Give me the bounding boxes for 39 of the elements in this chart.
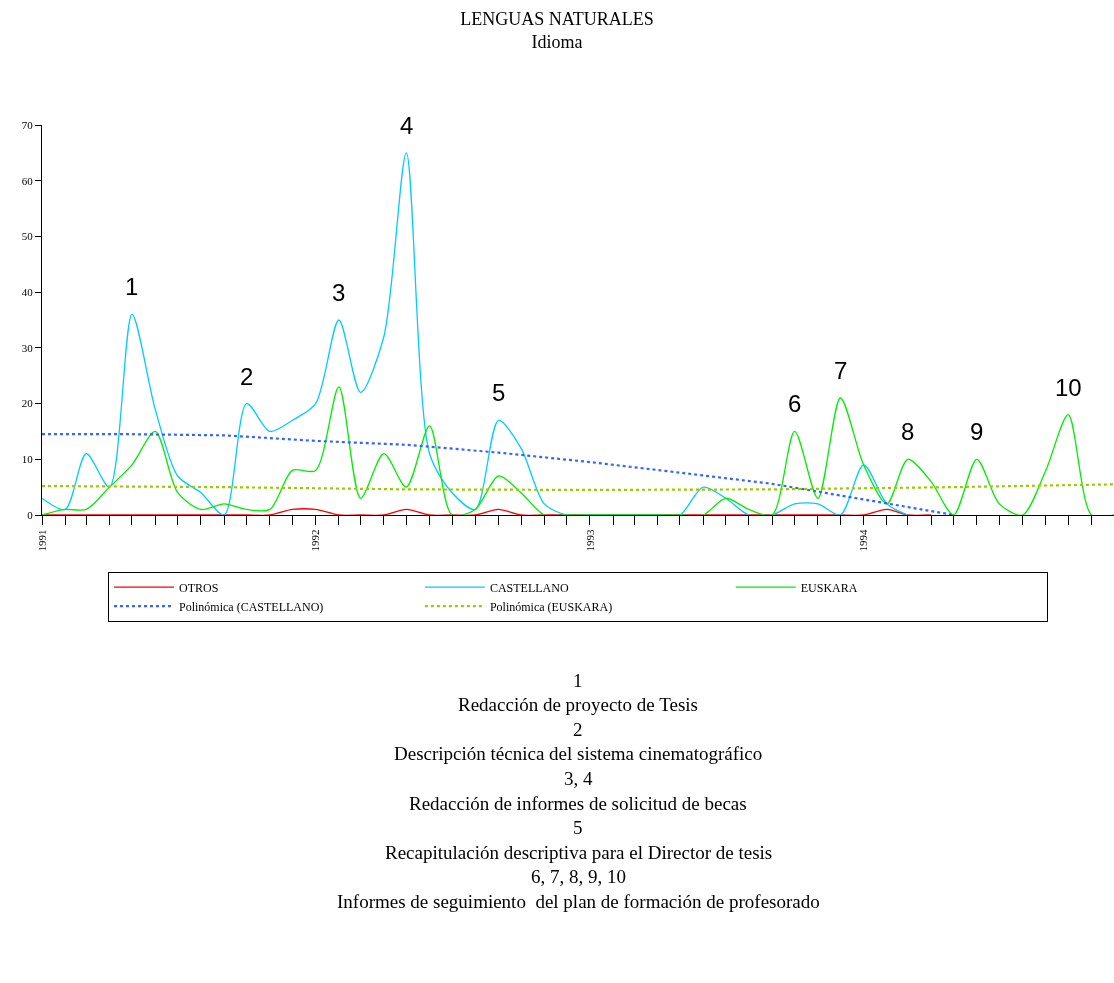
text: Recapitulación descriptiva para el Director de tesis xyxy=(385,842,773,863)
annotation: 9 xyxy=(970,418,984,445)
y-tick-label: 0 xyxy=(27,508,34,521)
text: 5 xyxy=(573,817,583,838)
text: Descripción técnica del sistema cinematográfico xyxy=(394,743,763,764)
text: 2 xyxy=(573,719,583,740)
x-tick-label: 1992 xyxy=(309,529,322,552)
chart-title: LENGUAS NATURALES xyxy=(460,8,654,29)
legend-label: Polinómica (EUSKARA) xyxy=(489,599,613,614)
text: 6, 7, 8, 9, 10 xyxy=(531,866,626,887)
y-tick-label: 50 xyxy=(21,230,34,243)
x-tick-label: 1994 xyxy=(857,528,870,552)
y-tick-label: 30 xyxy=(21,341,34,354)
annotation: 4 xyxy=(400,112,414,139)
annotation: 6 xyxy=(788,390,802,417)
legend-label: OTROS xyxy=(179,580,219,595)
x-tick-label: 1993 xyxy=(583,528,596,552)
x-tick-label: 1991 xyxy=(35,529,48,552)
text: Redacción de proyecto de Tesis xyxy=(458,694,698,715)
legend-label: EUSKARA xyxy=(800,580,858,595)
y-tick-label: 10 xyxy=(21,453,34,466)
annotation: 10 xyxy=(1055,374,1082,401)
legend-label: CASTELLANO xyxy=(489,580,569,595)
text: 1 xyxy=(573,670,583,691)
text: Informes de seguimiento del plan de formación de profesorado xyxy=(337,891,820,912)
annotation: 8 xyxy=(901,418,915,445)
text: Redacción de informes de solicitud de becas xyxy=(409,793,747,814)
annotation: 7 xyxy=(834,357,848,384)
y-tick-label: 70 xyxy=(21,118,34,131)
y-tick-label: 60 xyxy=(21,174,34,187)
annotation: 3 xyxy=(332,279,346,306)
annotation: 1 xyxy=(125,273,139,300)
y-tick-label: 40 xyxy=(21,285,34,298)
annotation: 2 xyxy=(240,363,254,390)
legend-label: Polinómica (CASTELLANO) xyxy=(179,599,324,614)
chart-subtitle: Idioma xyxy=(531,31,583,52)
y-tick-label: 20 xyxy=(21,397,34,410)
text: 3, 4 xyxy=(564,768,593,789)
annotation: 5 xyxy=(492,379,506,406)
